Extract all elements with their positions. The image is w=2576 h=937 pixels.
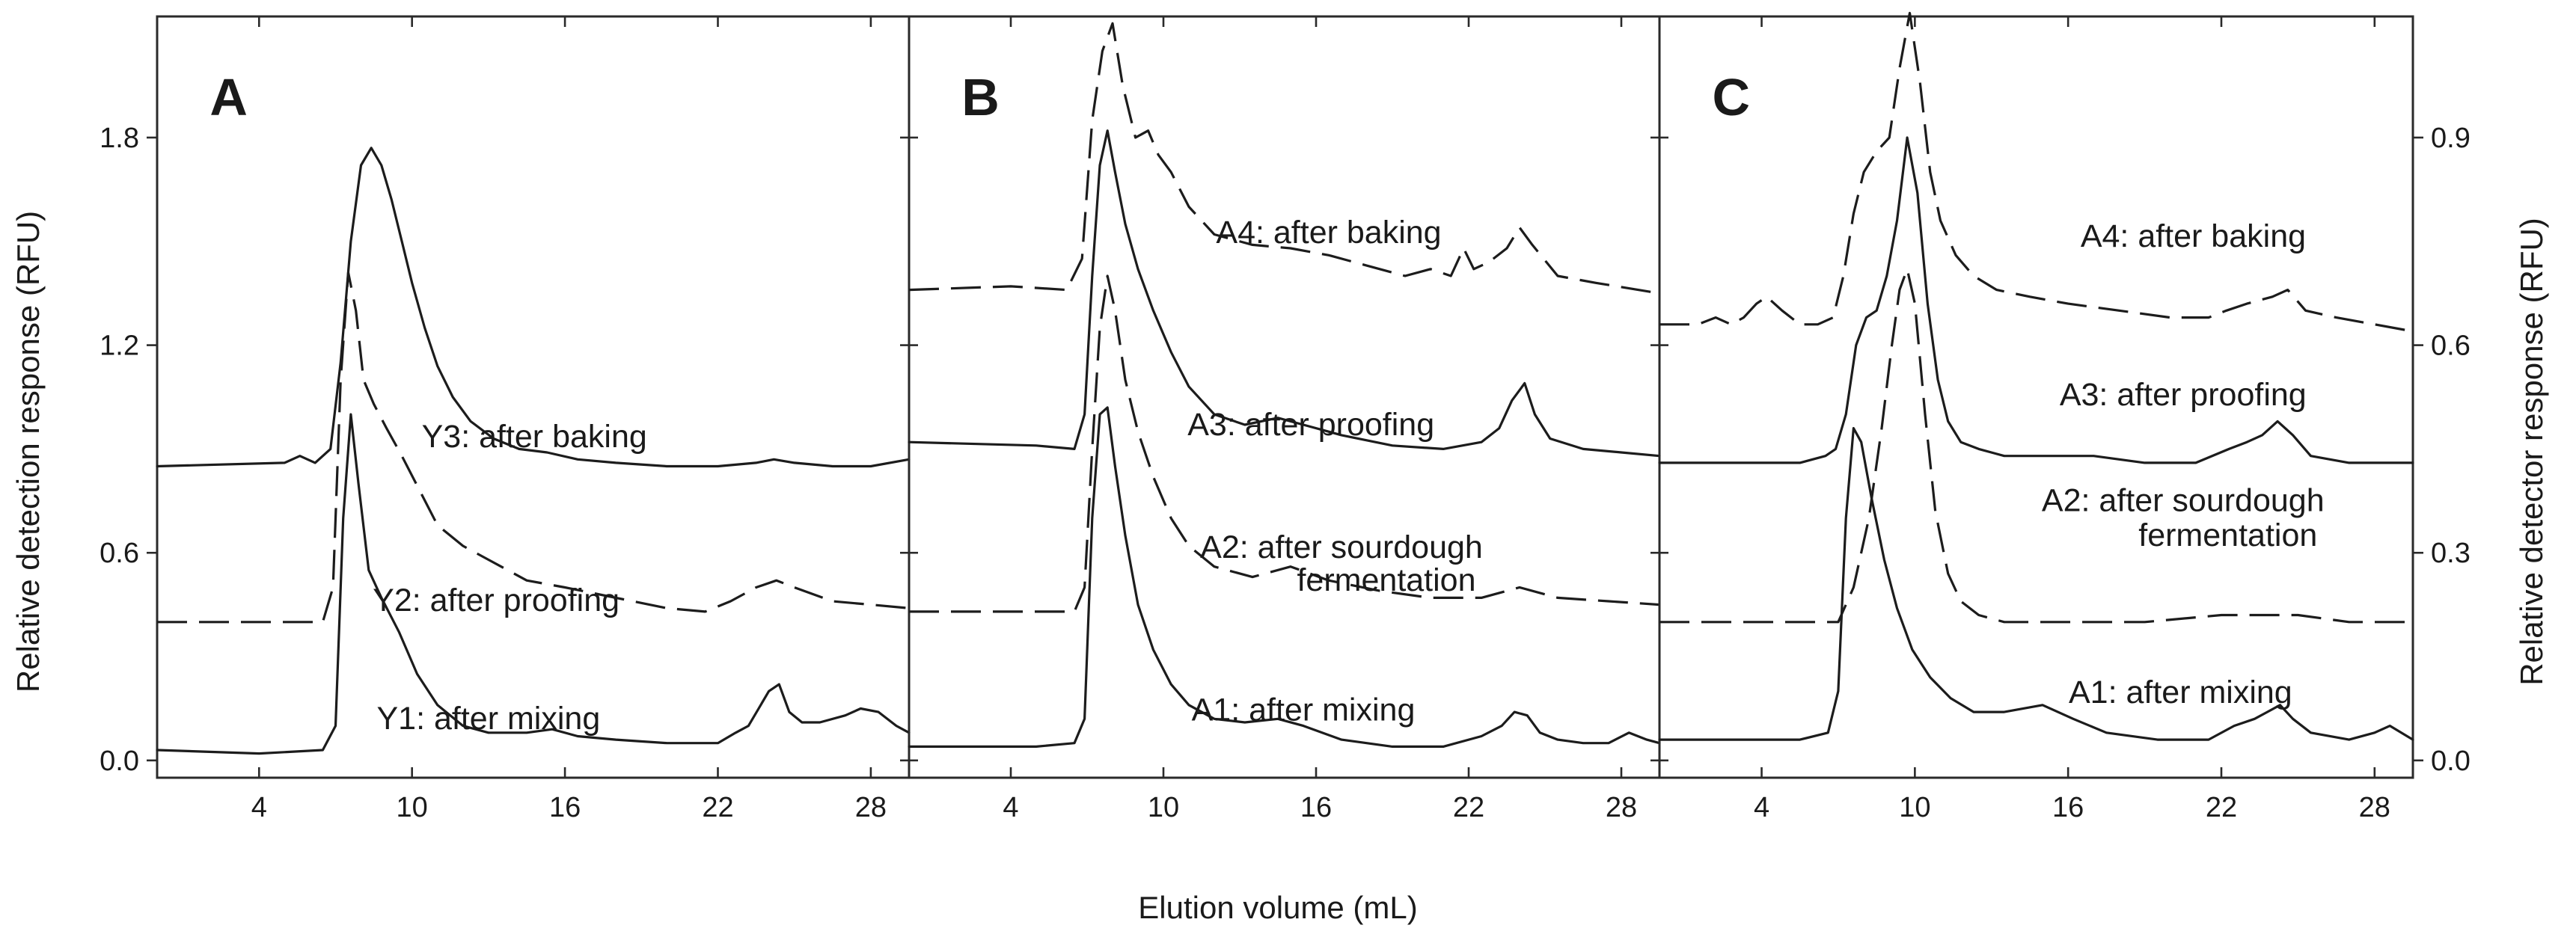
panel-c-x-tick-label-16: 16 xyxy=(2052,792,2084,823)
y-axis-title-right: Relative detector response (RFU) xyxy=(2514,218,2549,686)
panel-b-x-tick-label-16: 16 xyxy=(1300,792,1332,823)
panel-c-y-tick-label-0: 0.0 xyxy=(2431,746,2471,777)
panel-b-curve-2 xyxy=(908,129,1661,458)
panel-a-x-tick-label-4: 4 xyxy=(251,792,267,823)
panel-a-letter: A xyxy=(209,68,248,126)
panel-c-x-tick-label-10: 10 xyxy=(1899,792,1930,823)
panel-c-curve-label-2: A3: after proofing xyxy=(2060,377,2307,413)
panel-a: 4 10 16 22 28 0.0 0.6 1.2 1.8 Y3: after baking Y2:… xyxy=(100,15,911,823)
panel-a-x-tick-label-16: 16 xyxy=(549,792,581,823)
panel-a-x-tick-label-22: 22 xyxy=(702,792,733,823)
panel-a-y-tick-label-0: 0.0 xyxy=(100,746,139,777)
panel-c-curve-1 xyxy=(1659,11,2414,333)
panel-c-x-tick-label-4: 4 xyxy=(1754,792,1769,823)
panel-b-curve-3 xyxy=(909,274,1660,613)
panel-c-letter: C xyxy=(1712,68,1750,126)
panel-b-curve-label-1: A4: after baking xyxy=(1216,215,1441,251)
panel-a-y-tick-label-3: 1.8 xyxy=(100,123,139,154)
panel-b-curve-label-2: A3: after proofing xyxy=(1187,407,1434,443)
panel-c-curve-3 xyxy=(1659,268,2413,624)
panel-b-curve-label-3-line2: fermentation xyxy=(1297,562,1475,598)
panel-b-curve-label-4: A1: after mixing xyxy=(1192,692,1416,728)
panel-c-curve-label-1: A4: after baking xyxy=(2081,218,2306,254)
panel-c-y-tick-label-2: 0.6 xyxy=(2431,331,2471,362)
panel-c-curve-4 xyxy=(1658,427,2414,741)
panel-b-curve-label-3: A2: after sourdough xyxy=(1200,529,1483,565)
panel-c-y-tick-label-3: 0.9 xyxy=(2431,123,2471,154)
panel-b-letter: B xyxy=(961,68,1000,126)
panel-c-curve-label-4: A1: after mixing xyxy=(2069,675,2292,710)
panel-a-y-tick-label-2: 1.2 xyxy=(100,331,139,362)
panel-c-x-tick-label-28: 28 xyxy=(2359,792,2390,823)
panel-b-x-tick-label-4: 4 xyxy=(1003,792,1018,823)
panel-b-x-tick-label-28: 28 xyxy=(1606,792,1637,823)
y-axis-title-left: Relative detection response (RFU) xyxy=(10,211,46,692)
panel-a-curve-1 xyxy=(156,147,911,468)
x-axis-title: Elution volume (mL) xyxy=(1138,890,1417,925)
panel-b-x-tick-label-22: 22 xyxy=(1453,792,1484,823)
panel-c-curve-label-3: A2: after sourdough xyxy=(2042,483,2325,519)
panel-a-y-tick-label-1: 0.6 xyxy=(100,538,139,569)
panel-a-curve-3 xyxy=(156,413,911,755)
panel-b-curve-1 xyxy=(908,22,1660,295)
panel-c-y-tick-label-1: 0.3 xyxy=(2431,538,2471,569)
panel-c-x-tick-label-22: 22 xyxy=(2206,792,2237,823)
panel-a-curve-label-1: Y3: after baking xyxy=(422,419,647,455)
panel-b-curve-4 xyxy=(908,406,1661,748)
panel-b-x-tick-label-10: 10 xyxy=(1148,792,1179,823)
panel-a-curve-label-2: Y2: after proofing xyxy=(373,583,619,618)
panel-a-x-tick-label-28: 28 xyxy=(855,792,887,823)
panel-a-curve-label-3: Y1: after mixing xyxy=(377,701,601,737)
panel-c-curve-label-3-line2: fermentation xyxy=(2138,517,2317,553)
panel-c-frame xyxy=(1658,15,2414,779)
panel-a-curve-2 xyxy=(157,271,910,624)
panel-c-curve-2 xyxy=(1658,136,2414,464)
panel-a-x-tick-label-10: 10 xyxy=(397,792,428,823)
panel-c: 4 10 16 22 28 0.0 0.3 0.6 0.9 A4: after baking A3:… xyxy=(1658,11,2471,823)
